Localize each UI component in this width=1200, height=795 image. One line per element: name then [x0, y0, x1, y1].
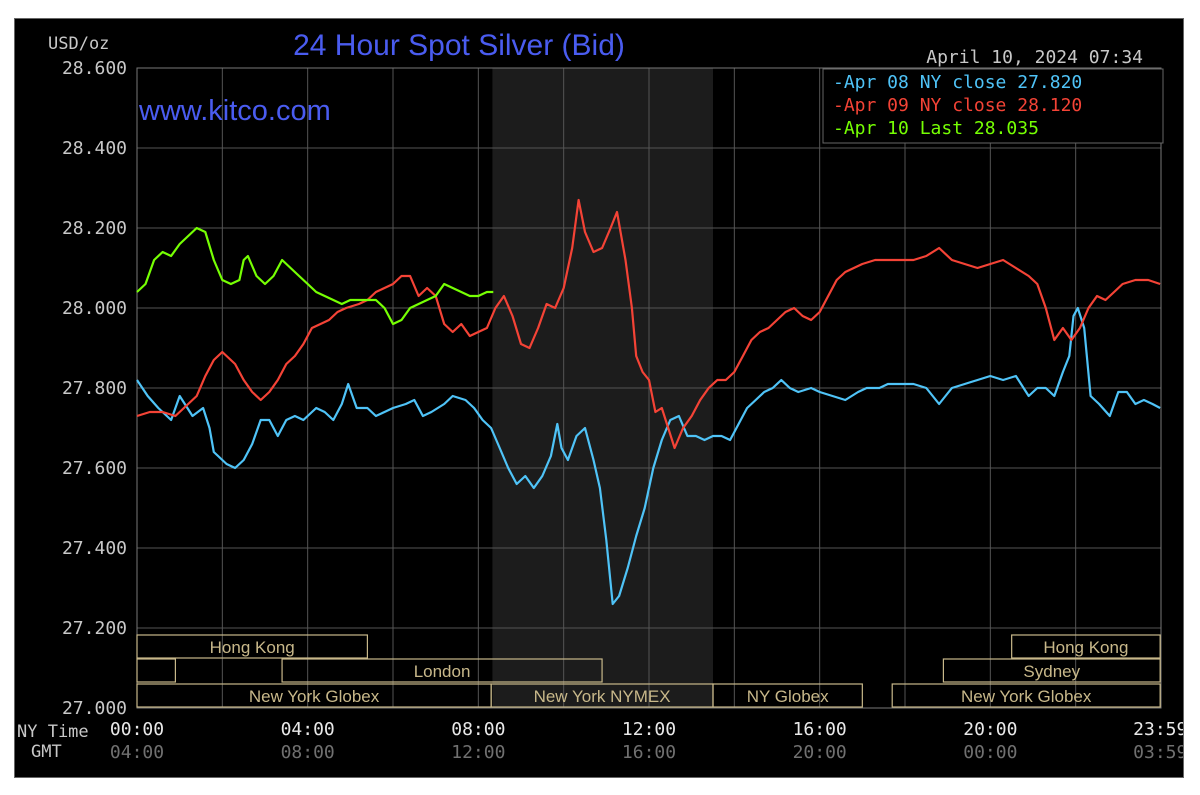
x-axis-label-ny: NY Time: [17, 722, 89, 742]
grid-lines: [136, 67, 1162, 709]
plot-border: [136, 67, 1162, 709]
session-label: NY Globex: [747, 687, 829, 706]
session-box: [942, 658, 1161, 683]
session-label: New York NYMEX: [534, 687, 671, 706]
y-tick-label: 28.400: [62, 138, 127, 159]
x-tick-label-gmt: 00:00: [963, 742, 1017, 763]
chart-frame: Hong Kong London New York Globex New York N…: [14, 18, 1184, 778]
session-label: New York Globex: [249, 687, 380, 706]
session-box: [281, 658, 603, 683]
y-tick-label: 27.600: [62, 458, 127, 479]
series-line: [136, 198, 1161, 450]
legend: -Apr 08 NY close 27.820-Apr 09 NY close …: [833, 72, 1082, 139]
x-tick-label-ny: 20:00: [963, 719, 1017, 740]
chart-title: 24 Hour Spot Silver (Bid): [293, 29, 625, 62]
x-tick-label-ny: 00:00: [110, 719, 164, 740]
x-axis-ticks: 00:0004:0004:0008:0008:0012:0012:0016:00…: [110, 719, 1183, 763]
y-axis-ticks: 28.600 28.400 28.200 28.000 27.800 27.600 27.4…: [62, 58, 127, 719]
legend-box: [822, 68, 1164, 144]
legend-entry: -Apr 09 NY close 28.120: [833, 95, 1082, 116]
x-tick-label-ny: 12:00: [622, 719, 676, 740]
session-label: Hong Kong: [1043, 638, 1128, 657]
y-tick-label: 28.200: [62, 218, 127, 239]
series-line: [136, 226, 494, 326]
x-tick-label-ny: 23:59: [1133, 719, 1183, 740]
session-label: New York Globex: [961, 687, 1092, 706]
x-tick-label-gmt: 16:00: [622, 742, 676, 763]
legend-entry: -Apr 08 NY close 27.820: [833, 72, 1082, 93]
y-axis-unit-label: USD/oz: [48, 34, 109, 54]
x-tick-label-ny: 04:00: [281, 719, 335, 740]
y-tick-label: 27.400: [62, 538, 127, 559]
session-box: [136, 634, 368, 659]
x-tick-label-ny: 08:00: [451, 719, 505, 740]
silver-price-chart: Hong Kong London New York Globex New York N…: [15, 19, 1183, 777]
x-tick-label-gmt: 04:00: [110, 742, 164, 763]
session-box: [712, 683, 863, 708]
watermark-url: www.kitco.com: [138, 95, 331, 127]
price-series: [136, 198, 1161, 606]
y-tick-label: 27.000: [62, 698, 127, 719]
y-tick-label: 28.000: [62, 298, 127, 319]
legend-entry: -Apr 10 Last 28.035: [833, 118, 1039, 139]
session-box: [136, 658, 177, 683]
session-box: [891, 683, 1161, 708]
x-tick-label-gmt: 03:59: [1133, 742, 1183, 763]
session-label: Sydney: [1023, 662, 1080, 681]
x-axis-label-gmt: GMT: [31, 742, 62, 762]
session-label: London: [414, 662, 471, 681]
x-tick-label-gmt: 12:00: [451, 742, 505, 763]
x-tick-label-gmt: 08:00: [281, 742, 335, 763]
y-tick-label: 28.600: [62, 58, 127, 79]
session-label: Hong Kong: [210, 638, 295, 657]
chart-timestamp: April 10, 2024 07:34: [926, 47, 1143, 68]
y-tick-label: 27.800: [62, 378, 127, 399]
y-tick-label: 27.200: [62, 618, 127, 639]
series-line: [136, 306, 1161, 606]
x-tick-label-ny: 16:00: [793, 719, 847, 740]
x-tick-label-gmt: 20:00: [793, 742, 847, 763]
session-boxes: Hong Kong London New York Globex New York N…: [136, 634, 1161, 708]
session-box: [1011, 634, 1161, 659]
